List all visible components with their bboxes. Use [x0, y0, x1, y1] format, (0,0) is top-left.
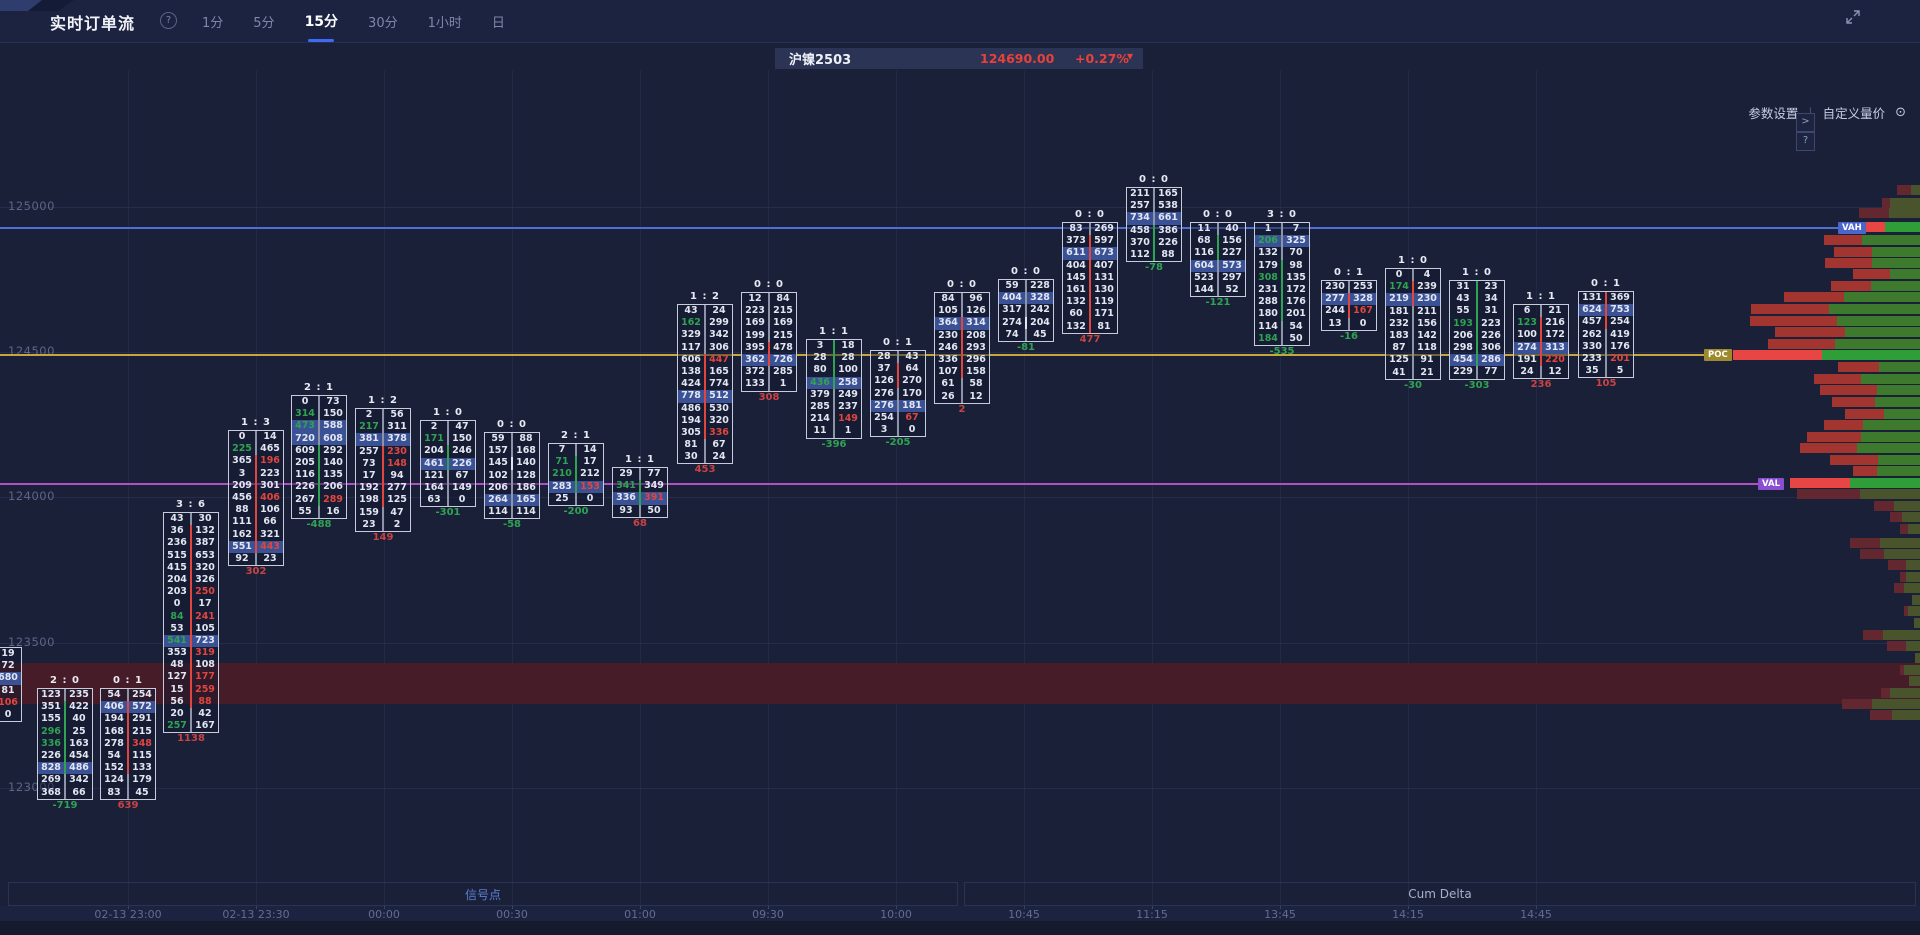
time-label: 02-13 23:00 — [94, 908, 162, 921]
supply-zone-band — [0, 663, 1920, 704]
target-icon[interactable]: ⊙ — [1895, 105, 1906, 120]
footprint-column: 1 : 2 43 24 162 299 329 342 117 306 606 447 138 165 4… — [677, 291, 733, 477]
footprint-column: 0 : 1 131 369 624 753 457 254 262 419 330 176 233 20… — [1578, 278, 1634, 391]
footprint-column: 1 : 1 3 18 28 28 80 100 436 258 379 249 285 237 214 14… — [806, 326, 862, 452]
footprint-column: 0 : 0 84 96 105 126 364 314 230 208 246 293 336 296 1… — [934, 279, 990, 417]
poc-badge: POC — [1704, 349, 1732, 361]
time-label: 10:00 — [880, 908, 912, 921]
time-label: 01:00 — [624, 908, 656, 921]
footprint-column: 0 : 0 11 40 68 156 116 227 604 573 523 297 144 52 -12… — [1190, 209, 1246, 310]
footprint-column: 1 : 1 29 77 341 349 336 391 93 50 68 — [612, 454, 668, 531]
footprint-column: 0 : 1 54 254 406 572 194 291 168 215 278 348 54 115 1… — [100, 675, 156, 813]
footprint-column: 0 : 0 83 269 373 597 611 673 404 407 145 131 161 130… — [1062, 209, 1118, 347]
time-label: 02-13 23:30 — [222, 908, 290, 921]
panel-help-button[interactable]: ? — [1796, 132, 1815, 151]
tab-timeframe-5[interactable]: 日 — [491, 15, 505, 31]
footprint-column: 2 : 0 123 235 351 422 155 40 296 25 336 163 226 454 8… — [37, 675, 93, 813]
price-label: 123500 — [8, 635, 55, 649]
footprint-column: 1 : 3 0 14 225 465 365 196 3 223 209 301 456 406 88 10… — [228, 417, 284, 579]
time-label: 09:30 — [752, 908, 784, 921]
footprint-column: 0 : 0 211 165 257 538 734 661 458 386 370 226 112 88… — [1126, 174, 1182, 275]
time-axis: 02-13 23:00 02-13 23:30 00:00 00:30 01:00 09:… — [0, 906, 1920, 921]
footprint-column: 3 : 0 1 7 206 325 132 70 179 98 308 135 231 172 288 17… — [1254, 209, 1310, 359]
time-label: 14:15 — [1392, 908, 1424, 921]
footprint-column: 0 : 0 59 88 157 168 145 140 102 128 206 186 264 165 1… — [484, 419, 540, 532]
symbol-name: 沪镍2503 — [789, 53, 852, 68]
orderflow-chart: 125000 124500 124000 123500 123000 VAH POC VAL… — [0, 42, 1920, 906]
custom-volume-price-button[interactable]: 自定义量价 — [1822, 106, 1886, 121]
price-label: 123000 — [8, 780, 55, 794]
timeframe-tabs: 1分 5分 15分 30分 1小时 日 — [200, 0, 507, 42]
tab-timeframe-2[interactable]: 15分 — [303, 7, 340, 35]
bottom-strip — [0, 921, 1920, 935]
footprint-column: 2 : 1 0 73 314 150 473 588 720 608 609 292 205 140 11… — [291, 382, 347, 532]
price-label: 124000 — [8, 489, 55, 503]
footprint-column: 21972680811060 — [0, 634, 22, 735]
tab-timeframe-0[interactable]: 1分 — [202, 15, 224, 31]
footprint-column: 1 : 2 2 56 217 311 381 378 257 230 73 148 17 94 192 27… — [355, 395, 411, 545]
time-label: 00:00 — [368, 908, 400, 921]
symbol-selector[interactable]: 沪镍2503 124690.00 +0.27% ▾ — [775, 48, 1143, 69]
footprint-column: 0 : 1 28 43 37 64 126 270 276 170 276 181 254 67 3 0 -2… — [870, 337, 926, 450]
footprint-column: 1 : 0 2 47 171 150 204 246 461 226 121 67 164 149 63 0… — [420, 407, 476, 520]
tab-timeframe-3[interactable]: 30分 — [368, 15, 398, 31]
param-settings-button[interactable]: 参数设置 — [1748, 106, 1799, 121]
tab-timeframe-4[interactable]: 1小时 — [427, 15, 462, 31]
help-circle-icon[interactable]: ? — [160, 12, 177, 29]
chart-toolbar: 参数设置 | 自定义量价 ⊙ — [1748, 103, 1906, 122]
time-label: 10:45 — [1008, 908, 1040, 921]
time-label: 11:15 — [1136, 908, 1168, 921]
collapse-panel-button[interactable]: > — [1796, 113, 1815, 132]
cum-delta-label: Cum Delta — [1408, 887, 1472, 901]
top-bar: 实时订单流 ? 1分 5分 15分 30分 1小时 日 — [0, 0, 1920, 43]
brand-ribbon-2 — [28, 0, 74, 11]
footprint-column: 3 : 6 43 30 36 132 236 387 515 653 415 320 204 326 20… — [163, 499, 219, 746]
cum-delta-panel[interactable]: Cum Delta — [964, 882, 1916, 906]
footprint-column: 0 : 1 230 253 277 328 244 167 13 0 -16 — [1321, 267, 1377, 344]
footprint-column: 0 : 0 59 228 404 328 317 242 274 204 74 45 -81 — [998, 266, 1054, 355]
time-label: 14:45 — [1520, 908, 1552, 921]
fullscreen-icon[interactable] — [1844, 8, 1862, 26]
tab-timeframe-1[interactable]: 5分 — [253, 15, 275, 31]
footprint-column: 0 : 0 12 84 223 215 169 169 199 215 395 478 362 726 3… — [741, 279, 797, 405]
chevron-down-icon[interactable]: ▾ — [1126, 49, 1133, 63]
footprint-column: 1 : 1 6 21 123 216 100 172 274 313 191 220 24 12 236 — [1513, 291, 1569, 392]
signal-points-panel[interactable]: 信号点 — [8, 882, 958, 906]
vah-badge: VAH — [1838, 222, 1866, 234]
change-percent: +0.27% — [1075, 51, 1129, 66]
footprint-column: 1 : 0 0 4 174 239 219 230 181 211 232 156 183 142 87 1… — [1385, 255, 1441, 393]
footprint-column: 1 : 0 31 23 43 34 55 31 193 223 206 226 298 306 454 28… — [1449, 267, 1505, 393]
page-title: 实时订单流 — [50, 14, 136, 33]
price-label: 125000 — [8, 199, 55, 213]
toolbar-divider: | — [1808, 105, 1812, 120]
time-label: 00:30 — [496, 908, 528, 921]
val-badge: VAL — [1758, 478, 1784, 490]
last-price: 124690.00 — [980, 51, 1055, 66]
signal-points-label: 信号点 — [464, 887, 501, 902]
time-label: 13:45 — [1264, 908, 1296, 921]
footprint-column: 2 : 1 7 14 71 17 210 212 283 153 25 0 -200 — [548, 430, 604, 519]
